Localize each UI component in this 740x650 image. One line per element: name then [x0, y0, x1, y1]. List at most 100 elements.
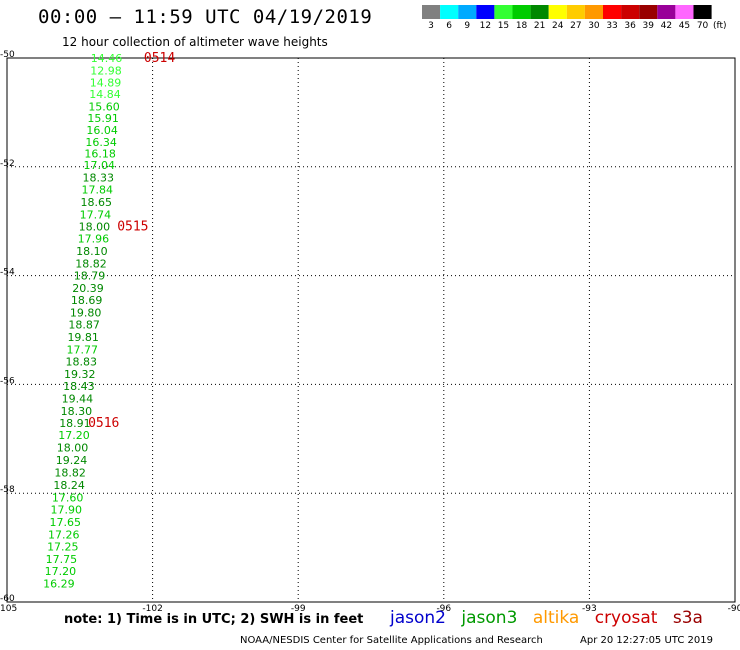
color-scale-label: 15: [497, 21, 510, 31]
swh-point: 18.24: [53, 479, 85, 492]
swh-point: 17.96: [78, 233, 110, 246]
swh-point: 16.18: [84, 148, 116, 161]
plot-frame: [6, 57, 736, 603]
time-label: 0516: [88, 416, 119, 431]
swh-point: 16.34: [85, 136, 117, 149]
color-scale-label: 18: [515, 21, 528, 31]
swh-point: 18.79: [74, 270, 106, 283]
swh-point: 16.29: [43, 578, 75, 591]
color-scale-box: [693, 5, 712, 19]
color-scale: [422, 5, 712, 19]
y-tick-label: -58: [0, 485, 15, 495]
color-scale-box: [621, 5, 640, 19]
swh-point: 19.24: [56, 454, 88, 467]
swh-point: 18.33: [82, 172, 114, 185]
footer-date: Apr 20 12:27:05 UTC 2019: [580, 635, 713, 646]
color-scale-label: 3: [428, 21, 434, 31]
swh-point: 17.60: [52, 492, 84, 505]
plot-border: [6, 57, 736, 603]
swh-point: 18.00: [57, 442, 89, 455]
color-scale-label: 12: [479, 21, 492, 31]
swh-point: 19.81: [67, 331, 99, 344]
swh-point: 17.84: [82, 184, 114, 197]
swh-point: 17.20: [45, 565, 77, 578]
y-axis-ticks: -50 -52 -54 -56 -58 -60: [0, 50, 15, 604]
color-scale-label: 27: [570, 21, 582, 31]
chart-subtitle: 12 hour collection of altimeter wave hei…: [62, 35, 328, 49]
color-scale-label: 9: [464, 21, 471, 31]
color-scale-box: [639, 5, 658, 19]
swh-point: 19.80: [70, 307, 102, 320]
color-scale-label: 21: [533, 21, 546, 31]
color-scale-label: 6: [446, 21, 452, 31]
note-text: note: 1) Time is in UTC; 2) SWH is in fe…: [64, 612, 364, 627]
swh-point: 19.44: [62, 393, 94, 406]
time-label: 0514: [144, 51, 175, 66]
chart-title: 00:00 – 11:59 UTC 04/19/2019: [38, 6, 373, 28]
swh-point: 17.77: [66, 344, 98, 357]
color-scale-box: [584, 5, 603, 19]
swh-point: 17.75: [46, 553, 78, 566]
color-scale-label: 39: [642, 21, 654, 31]
color-scale-label: 70: [696, 21, 709, 31]
swh-point: 17.65: [49, 516, 81, 529]
swh-point: 17.25: [47, 541, 79, 554]
swh-point: 17.04: [83, 159, 115, 172]
satellite-legend: jason2 jason3 altika cryosat s3a: [390, 608, 713, 628]
swh-point: 16.04: [86, 124, 118, 137]
swh-point: 18.82: [75, 258, 107, 271]
color-scale-label: 36: [624, 21, 636, 31]
color-scale-box: [440, 5, 459, 19]
x-tick-label: -102: [142, 604, 162, 614]
color-scale-label: 42: [660, 21, 673, 31]
color-scale-box: [458, 5, 477, 19]
x-tick-label: -90: [728, 604, 740, 614]
swh-point: 14.46: [91, 52, 123, 65]
color-scale-box: [603, 5, 622, 19]
color-scale-box: [675, 5, 694, 19]
color-scale-box: [566, 5, 585, 19]
swh-point: 18.00: [79, 221, 111, 234]
swh-points: 14.4612.9814.8914.8415.6015.9116.0416.34…: [43, 52, 122, 591]
legend-altika: altika: [532, 608, 580, 628]
swh-point: 18.87: [68, 319, 100, 332]
legend-jason3: jason3: [461, 608, 518, 628]
swh-point: 14.84: [89, 88, 121, 101]
swh-point: 18.69: [71, 294, 103, 307]
swh-point: 17.26: [48, 529, 80, 542]
time-labels: 0514 0515 0516: [88, 51, 175, 431]
color-scale-unit: (ft): [713, 21, 727, 31]
swh-point: 18.82: [54, 467, 86, 480]
swh-point: 18.91: [59, 417, 91, 430]
color-scale-box: [548, 5, 567, 19]
swh-point: 17.74: [80, 209, 112, 222]
color-scale-label: 33: [606, 21, 618, 31]
color-scale-box: [476, 5, 495, 19]
x-tick-label: -96: [436, 604, 451, 614]
swh-point: 17.20: [58, 429, 90, 442]
swh-point: 18.10: [76, 245, 108, 258]
y-tick-label: -50: [0, 50, 15, 60]
color-scale-box: [657, 5, 676, 19]
y-tick-label: -54: [0, 268, 15, 278]
swh-point: 15.60: [88, 100, 120, 113]
color-scale-label: 45: [678, 21, 691, 31]
y-tick-label: -52: [0, 159, 15, 169]
x-tick-label: -105: [0, 604, 17, 614]
y-tick-label: -60: [0, 594, 15, 604]
x-axis-ticks: -105 -102 -99 -96 -93 -90: [0, 604, 740, 614]
y-tick-label: -56: [0, 376, 15, 386]
footer-credit: NOAA/NESDIS Center for Satellite Applica…: [240, 635, 543, 646]
swh-point: 17.90: [50, 504, 82, 517]
legend-s3a: s3a: [672, 608, 703, 628]
swh-point: 18.43: [63, 380, 95, 393]
x-tick-label: -93: [582, 604, 597, 614]
x-tick-label: -99: [291, 604, 306, 614]
swh-point: 18.30: [61, 405, 93, 418]
swh-point: 12.98: [90, 65, 122, 78]
color-scale-label: 24: [552, 21, 564, 31]
swh-point: 15.91: [87, 112, 119, 125]
color-scale-box: [422, 5, 441, 19]
swh-point: 18.65: [81, 196, 113, 209]
